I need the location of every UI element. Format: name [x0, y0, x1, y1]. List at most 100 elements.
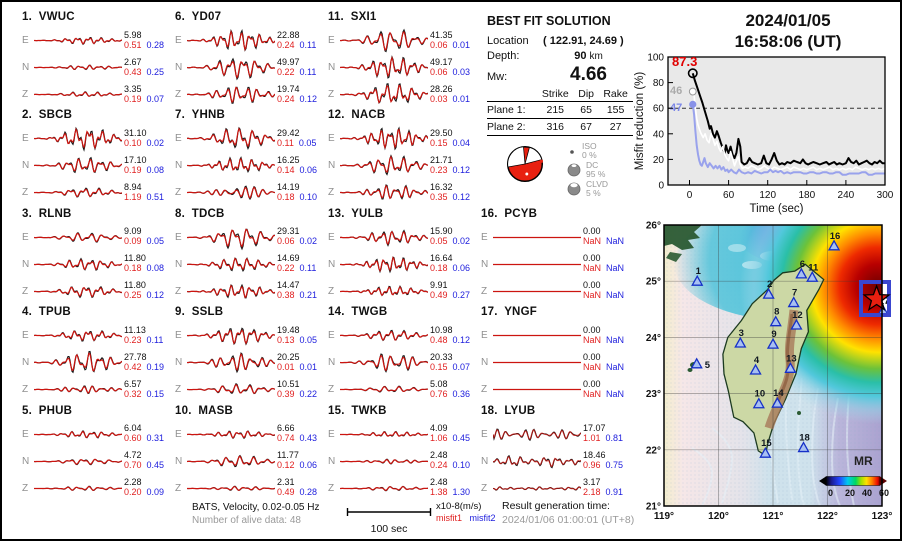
y-tick-label: 60: [653, 104, 665, 115]
waveform-trace: [493, 389, 581, 391]
trace-row: E 22.88 0.24 0.11: [175, 27, 328, 54]
trace-row: E 17.07 1.01 0.81: [481, 421, 634, 448]
series-47: [691, 104, 885, 176]
amplitude-value: 8.94: [124, 182, 142, 192]
misfit2-value: 0.05: [299, 334, 318, 345]
station-number: 2.: [22, 109, 32, 122]
misfit2-value: 0.75: [605, 460, 624, 471]
focal-mechanism-beachball: [507, 146, 543, 182]
map-x-tick-label: 123°: [872, 511, 893, 522]
filter-info: BATS, Velocity, 0.02-0.05 Hz: [192, 502, 320, 513]
y-axis-title: Misfit reduction (%): [634, 72, 646, 171]
trace-values: 2.31 0.49 0.28: [277, 477, 317, 498]
channel-label: Z: [22, 482, 29, 494]
misfit1-value: 0.70: [124, 460, 142, 471]
alive-data-count: Number of alive data: 48: [192, 514, 301, 526]
misfit2-value: 0.12: [452, 191, 471, 202]
waveform-trace: [34, 127, 122, 153]
map-station-number: 13: [786, 353, 797, 364]
station-block-pcyb: 16. PCYB E 0.00 NaN NaN N 0.00 NaN NaN Z: [481, 207, 634, 305]
trace-values: 17.10 0.19 0.08: [124, 155, 165, 176]
station-header: 2. SBCB: [22, 109, 175, 125]
waveform-trace: [340, 458, 428, 465]
channel-label: Z: [22, 187, 29, 199]
x-tick-label: 300: [877, 190, 894, 201]
y-tick-label: 40: [653, 129, 665, 140]
waveform-trace: [34, 257, 122, 271]
trace-row: Z 0.00 NaN NaN: [481, 278, 634, 305]
misfit2-value: 0.08: [146, 164, 165, 175]
waveform-trace: [340, 256, 428, 274]
map-station-triangle-3: [734, 336, 747, 348]
amplitude-value: 20.33: [430, 351, 453, 362]
waveform-trace: [34, 285, 122, 299]
station-number: 17.: [481, 306, 498, 319]
channel-label: N: [175, 455, 183, 467]
trace-values: 22.88 0.24 0.11: [277, 30, 316, 51]
waveform-trace: [187, 256, 275, 272]
epicenter-star: [862, 284, 891, 311]
station-code: RLNB: [38, 207, 72, 220]
depth-value: 90: [574, 50, 587, 62]
misfit2-value: 0.12: [299, 93, 318, 104]
trace-values: 31.10 0.10 0.02: [124, 128, 164, 149]
misfit1-value: 0.24: [277, 39, 295, 50]
waveform-trace: [340, 126, 428, 151]
mr-legend-title: MR: [854, 454, 873, 468]
trace-values: 8.94 1.19 0.51: [124, 182, 164, 203]
amplitude-value: 29.50: [430, 128, 453, 138]
misfit1-value: 0.76: [430, 388, 448, 399]
trace-values: 3.17 2.18 0.91: [583, 477, 623, 498]
waveform-trace: [340, 353, 428, 373]
amplitude-value: 2.48: [430, 477, 448, 488]
amplitude-value: 14.19: [277, 182, 300, 192]
map-station-number: 12: [792, 310, 803, 321]
waveform-trace: [187, 485, 275, 491]
location-label: Location: [487, 35, 529, 47]
trace-row: E 6.66 0.74 0.43: [175, 421, 328, 448]
waveform-trace: [187, 327, 275, 346]
channel-label: E: [175, 330, 182, 342]
misfit2-value: 0.45: [146, 460, 165, 471]
waveform-trace: [493, 428, 581, 441]
result-generation: Result generation time: 2024/01/06 01:00…: [502, 500, 634, 527]
station-code: YHNB: [191, 109, 225, 122]
misfit2-value: 0.07: [452, 361, 471, 372]
misfit2-value: 0.27: [452, 290, 471, 301]
amplitude-value: 29.42: [277, 128, 300, 138]
misfit1-value: 0.22: [277, 66, 295, 77]
misfit2-value: 0.43: [299, 433, 318, 444]
trace-row: Z 11.80 0.25 0.12: [22, 278, 175, 305]
trace-row: E 19.48 0.13 0.05: [175, 322, 328, 349]
station-block-masb: 10. MASB E 6.66 0.74 0.43 N 11.77 0.12 0.0…: [175, 404, 328, 502]
channel-label: Z: [22, 384, 29, 396]
station-header: 14. TWGB: [328, 306, 481, 322]
waveform-grid: BEST FIT SOLUTION Location ( 122.91, 24.…: [22, 10, 634, 502]
event-date: 2024/01/05: [745, 11, 831, 30]
misfit1-value: 0.49: [430, 290, 448, 301]
station-code: SXI1: [350, 11, 377, 23]
trace-row: N 2.48 0.24 0.10: [328, 448, 481, 475]
amplitude-value: 2.31: [277, 477, 295, 488]
series-start-marker: [688, 87, 697, 96]
misfit1-value: 0.49: [277, 487, 295, 498]
amplitude-value: 11.80: [124, 253, 146, 264]
channel-label: E: [481, 330, 488, 342]
trace-row: Z 2.48 1.38 1.30: [328, 475, 481, 502]
trace-row: Z 9.91 0.49 0.27: [328, 278, 481, 305]
dc-icon: [567, 163, 581, 176]
map-x-tick-label: 119°: [654, 511, 674, 522]
mr-legend-tick: 60: [879, 488, 889, 498]
trace-row: E 29.50 0.15 0.04: [328, 125, 481, 152]
waveform-trace: [187, 127, 275, 151]
trace-values: 49.17 0.06 0.03: [430, 57, 470, 78]
misfit1-value: 0.18: [430, 263, 448, 274]
trace-row: E 41.35 0.06 0.01: [328, 27, 481, 54]
amplitude-value: 11.13: [124, 324, 146, 335]
station-code: PHUB: [38, 404, 73, 417]
trace-row: E 6.04 0.60 0.31: [22, 421, 175, 448]
colorbar-right-arrow: [880, 476, 887, 486]
map-station-number: 9: [771, 329, 776, 340]
mw-label: Mw:: [487, 71, 508, 83]
trace-row: Z 8.94 1.19 0.51: [22, 179, 175, 206]
